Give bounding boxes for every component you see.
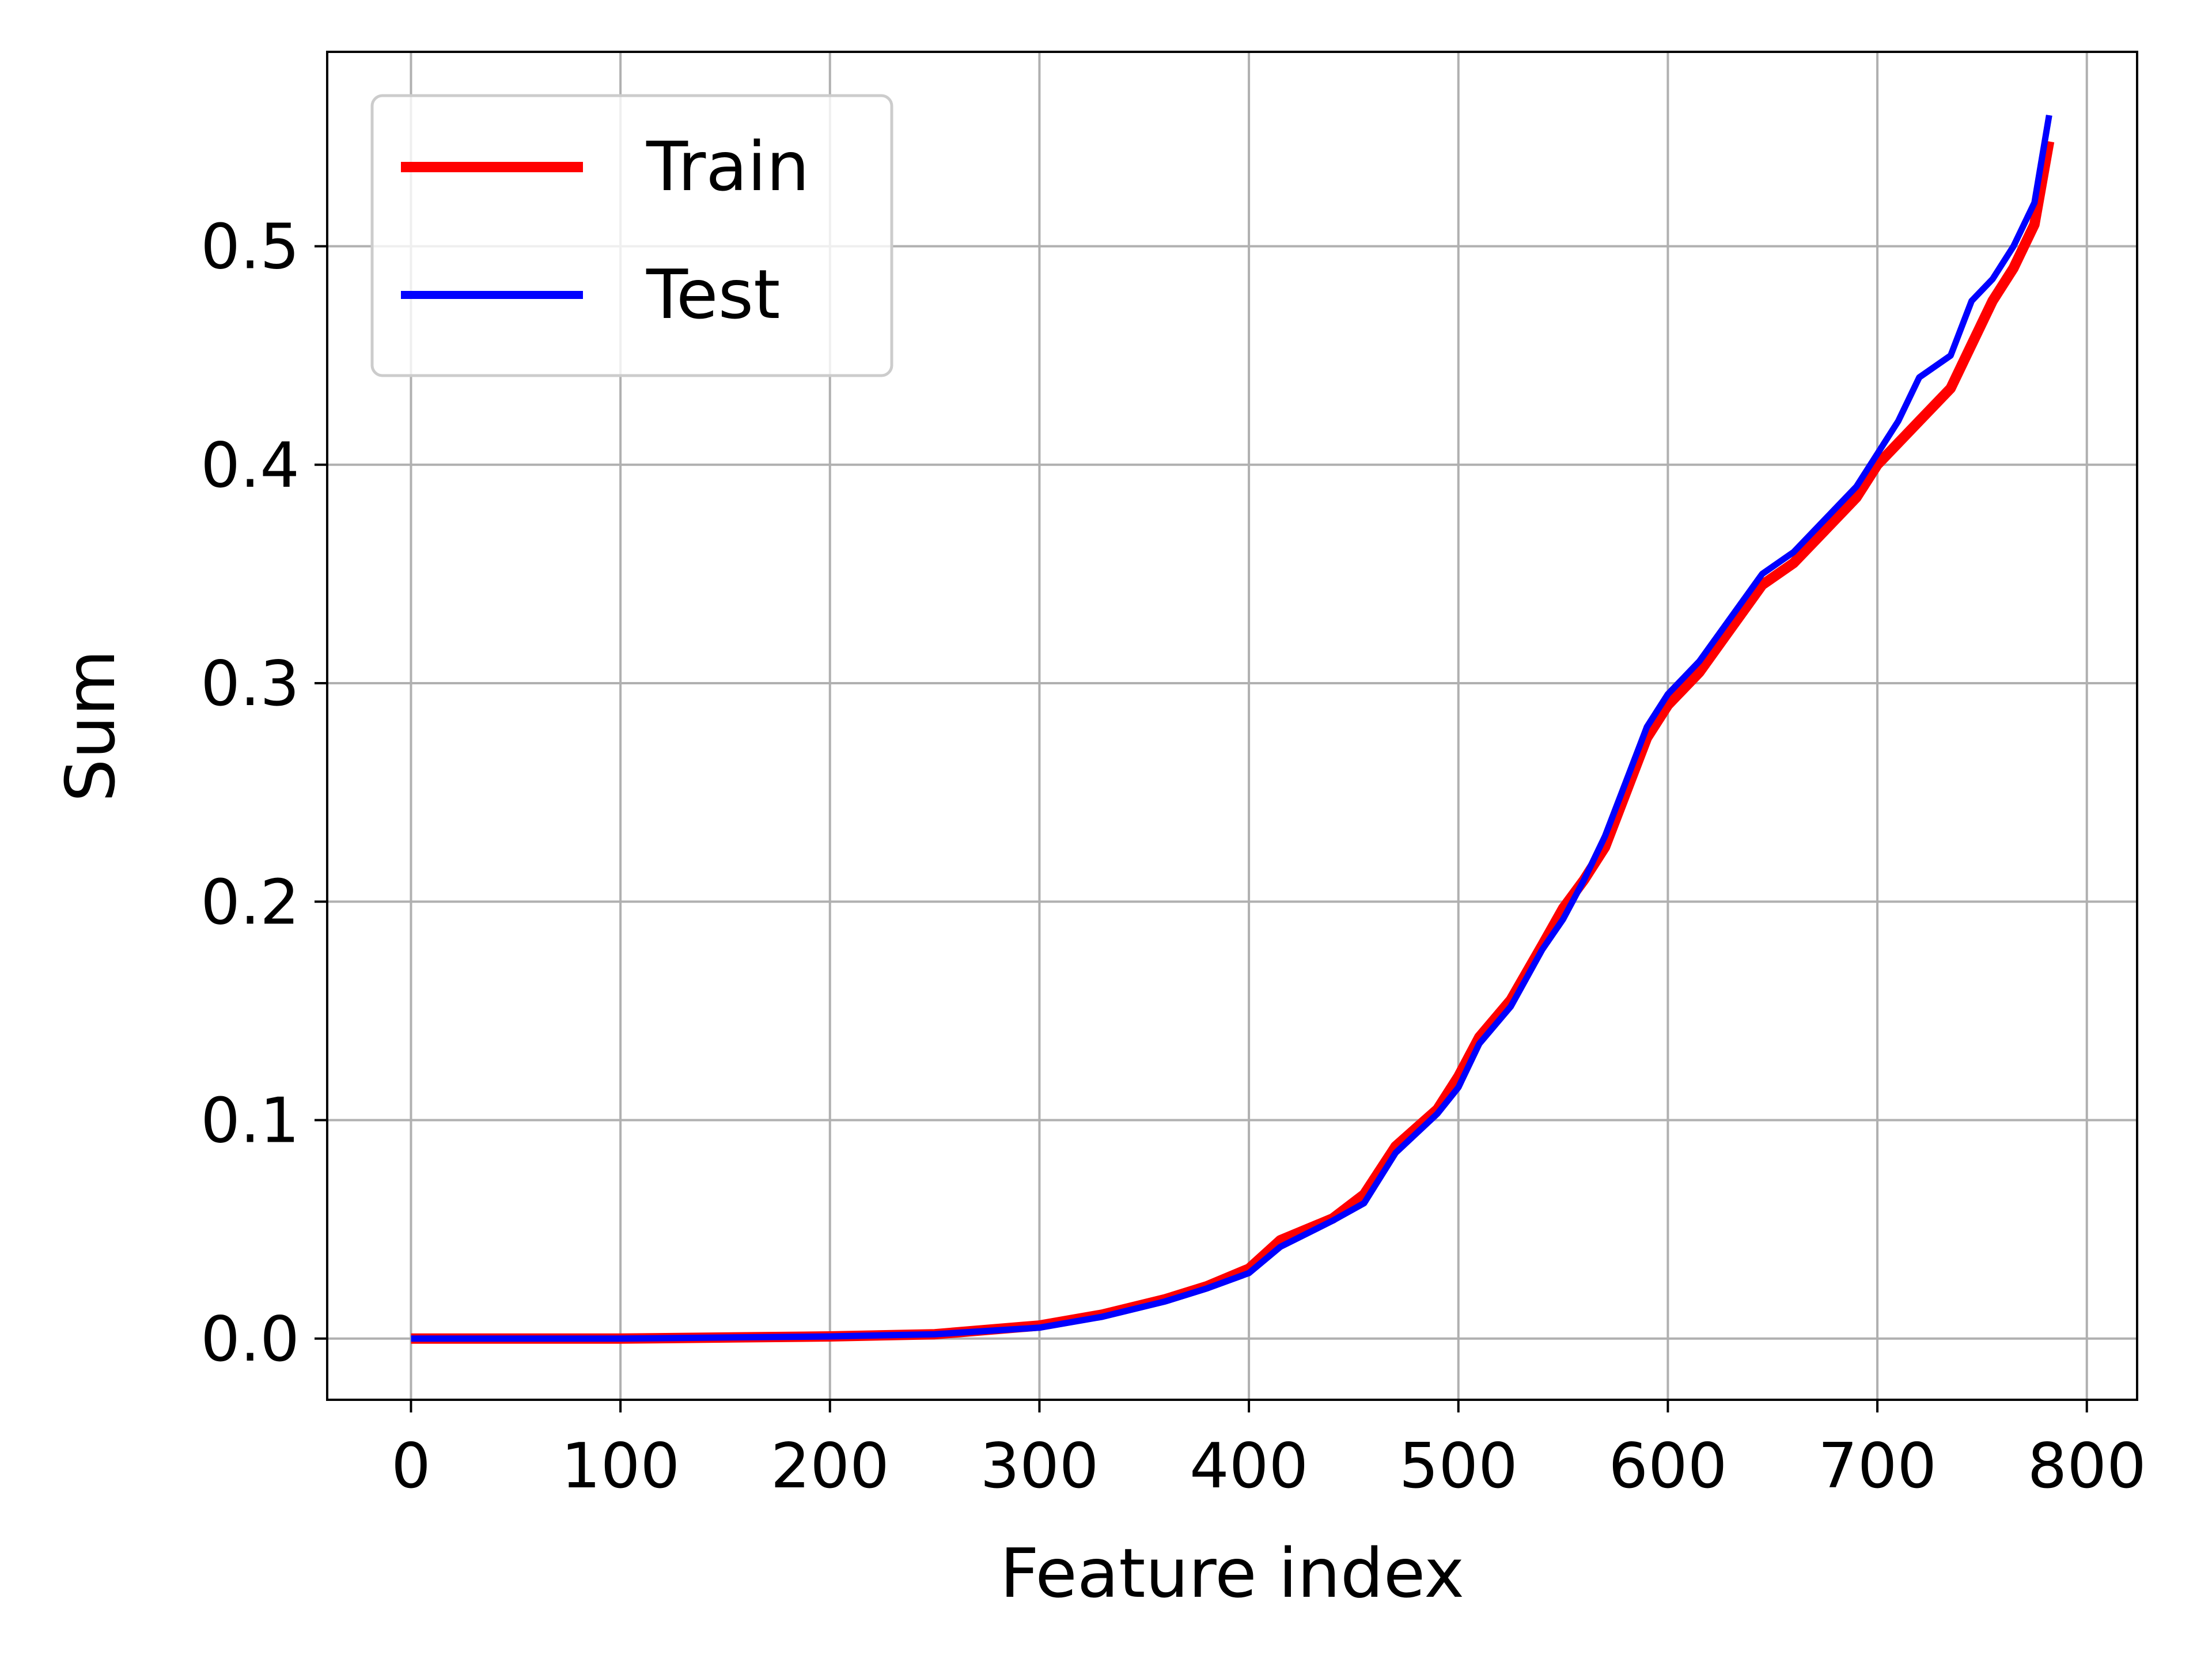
x-tick-label: 0 (391, 1430, 431, 1502)
y-tick-label: 0.3 (200, 648, 300, 720)
series-line-test (411, 115, 2052, 1342)
x-tick-label: 400 (1190, 1430, 1308, 1502)
x-tick-label: 700 (1818, 1430, 1937, 1502)
y-tick-label: 0.2 (200, 866, 300, 938)
y-tick-label: 0.0 (200, 1304, 300, 1376)
plot-series (411, 115, 2055, 1344)
y-tick-label: 0.5 (200, 211, 300, 283)
legend-label-test: Test (646, 255, 780, 334)
plot-area-frame (326, 51, 2138, 1401)
x-tick-label: 500 (1399, 1430, 1518, 1502)
x-axis-ticks: 0 100 200 300 400 500 600 700 800 (391, 1400, 2146, 1502)
x-axis-label: Feature index (1000, 1533, 1464, 1613)
y-tick-label: 0.4 (200, 430, 300, 502)
x-tick-label: 200 (771, 1430, 889, 1502)
y-axis-label: Sum (51, 650, 130, 802)
legend-label-train: Train (646, 127, 809, 206)
x-tick-label: 300 (980, 1430, 1099, 1502)
y-tick-label: 0.1 (200, 1085, 300, 1157)
legend-box (370, 94, 893, 377)
x-tick-label: 800 (2028, 1430, 2146, 1502)
x-tick-label: 100 (561, 1430, 680, 1502)
legend: Train Test (370, 94, 893, 377)
grid (327, 52, 2137, 1400)
y-axis-ticks: 0.0 0.1 0.2 0.3 0.4 0.5 (200, 211, 327, 1376)
x-tick-label: 600 (1608, 1430, 1727, 1502)
